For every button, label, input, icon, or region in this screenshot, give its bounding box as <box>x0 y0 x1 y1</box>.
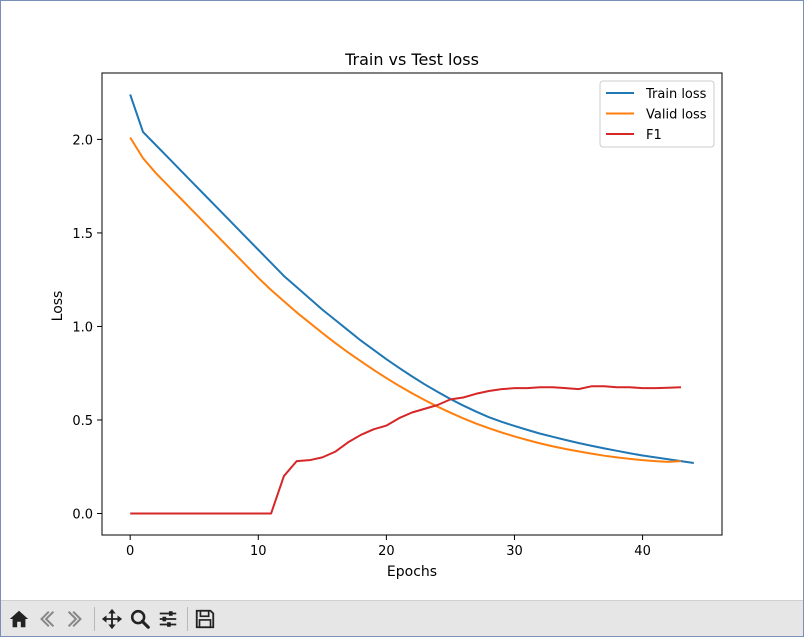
chart-title: Train vs Test loss <box>344 50 479 69</box>
series-line-0 <box>129 94 694 464</box>
series-layer <box>129 94 694 515</box>
configure-subplots-button[interactable] <box>155 605 181 633</box>
pan-button[interactable] <box>99 605 125 633</box>
x-tick-label: 0 <box>126 544 134 559</box>
figure-canvas: Train vs Test loss 0 10 20 30 40 0.0 0.5 1.0 1.… <box>50 50 723 580</box>
series-line-2 <box>130 385 682 515</box>
home-button[interactable] <box>6 605 32 633</box>
save-button[interactable] <box>192 605 218 633</box>
floppy-disk-icon <box>195 609 215 628</box>
y-tick-label: 2.0 <box>72 133 93 148</box>
legend: Train loss Valid loss F1 <box>599 80 715 148</box>
y-axis-ticks: 0.0 0.5 1.0 1.5 2.0 <box>72 133 102 522</box>
toolbar-separator <box>187 606 188 631</box>
x-axis-label: Epochs <box>387 564 437 580</box>
legend-box <box>599 80 715 148</box>
series-line-1 <box>129 137 682 463</box>
sliders-icon <box>159 610 177 627</box>
legend-label: Train loss <box>645 87 707 102</box>
move-icon <box>101 608 123 629</box>
y-axis-label: Loss <box>50 291 66 322</box>
back-button[interactable] <box>34 605 60 633</box>
toolbar-separator <box>94 606 95 631</box>
y-tick-label: 1.0 <box>72 320 93 335</box>
x-tick-label: 20 <box>378 544 395 559</box>
magnifier-icon <box>130 609 150 629</box>
legend-label: Valid loss <box>646 108 707 123</box>
zoom-button[interactable] <box>127 605 153 633</box>
navigation-toolbar <box>1 600 803 636</box>
legend-label: F1 <box>646 128 662 143</box>
home-icon <box>9 610 29 627</box>
y-tick-label: 0.0 <box>72 507 93 522</box>
x-tick-label: 10 <box>250 544 267 559</box>
x-tick-label: 40 <box>634 544 651 559</box>
y-tick-label: 0.5 <box>72 414 93 429</box>
x-axis-ticks: 0 10 20 30 40 <box>126 535 651 559</box>
x-tick-label: 30 <box>506 544 523 559</box>
forward-arrow-icon <box>67 610 82 627</box>
back-arrow-icon <box>40 610 55 627</box>
forward-button[interactable] <box>62 605 88 633</box>
y-tick-label: 1.5 <box>72 227 93 242</box>
